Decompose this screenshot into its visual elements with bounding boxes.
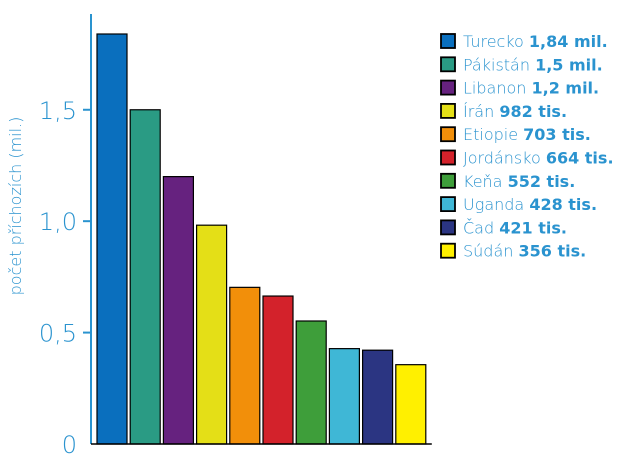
legend-value: 664 tis. (546, 149, 614, 168)
bar-uganda (328, 348, 360, 445)
legend-country: Libanon (463, 79, 531, 98)
legend-entry: Súdán 356 tis. (463, 242, 586, 261)
axis-layer (90, 14, 432, 445)
legend-swatch (440, 33, 456, 49)
legend-value: 703 tis. (523, 125, 591, 144)
y-tick-label: 0,5 (39, 320, 77, 348)
legend-entry: Pákistán 1,5 mil. (463, 55, 603, 74)
bar-súdán (395, 364, 427, 445)
y-ticks: 0 0,5 1,0 1,5 (39, 97, 91, 455)
bar-keňa (295, 320, 327, 445)
legend-entry: Libanon 1,2 mil. (463, 79, 599, 98)
y-axis-title: počet příchozích (mil.) (6, 117, 25, 296)
legend-value: 356 tis. (518, 242, 586, 261)
legend-entry: Uganda 428 tis. (463, 195, 597, 214)
y-tick-label: 1,5 (39, 97, 77, 125)
legend-swatch (440, 149, 456, 166)
legend-swatch (440, 219, 456, 236)
legend-country: Čad (463, 218, 499, 237)
legend-swatch (440, 172, 456, 189)
bar-jordánsko (262, 295, 294, 445)
legend-country: Etiopie (463, 125, 523, 144)
legend-country: Keňa (463, 172, 508, 191)
legend-swatch (440, 56, 456, 73)
legend-entry: Jordánsko 664 tis. (463, 149, 614, 168)
bar-pákistán (129, 109, 161, 445)
legend-swatch (440, 126, 456, 143)
legend-value: 1,84 mil. (529, 32, 608, 51)
legend-entry: Írán 982 tis. (463, 102, 567, 121)
legend-country: Jordánsko (463, 149, 546, 168)
bars-layer (96, 33, 427, 445)
legend-value: 421 tis. (499, 218, 567, 237)
legend-swatch (440, 79, 456, 96)
legend-value: 1,2 mil. (531, 79, 599, 98)
legend-entry: Turecko 1,84 mil. (463, 32, 608, 51)
legend-value: 428 tis. (529, 195, 597, 214)
legend-swatch (440, 103, 456, 119)
legend-country: Pákistán (463, 55, 535, 74)
bar-etiopie (229, 286, 261, 445)
legend-entry: Keňa 552 tis. (463, 172, 575, 191)
legend-value: 982 tis. (499, 102, 567, 121)
legend-entry: Etiopie 703 tis. (463, 125, 591, 144)
legend-value: 552 tis. (508, 172, 576, 191)
legend-swatch (440, 196, 456, 213)
y-tick-label: 1,0 (39, 208, 77, 236)
bar-libanon (162, 176, 194, 445)
legend-country: Súdán (463, 242, 518, 261)
bar-írán (196, 224, 228, 445)
legend-country: Írán (463, 102, 499, 121)
legend-entry: Čad 421 tis. (463, 218, 567, 237)
y-tick-label: 0 (62, 431, 77, 455)
legend-country: Uganda (463, 195, 529, 214)
bar-čad (362, 349, 394, 445)
legend-swatch (440, 242, 456, 259)
legend-country: Turecko (463, 32, 529, 51)
legend-value: 1,5 mil. (535, 55, 603, 74)
legend: Turecko 1,84 mil.Pákistán 1,5 mil.Libano… (440, 32, 614, 261)
bar-turecko (96, 33, 128, 445)
